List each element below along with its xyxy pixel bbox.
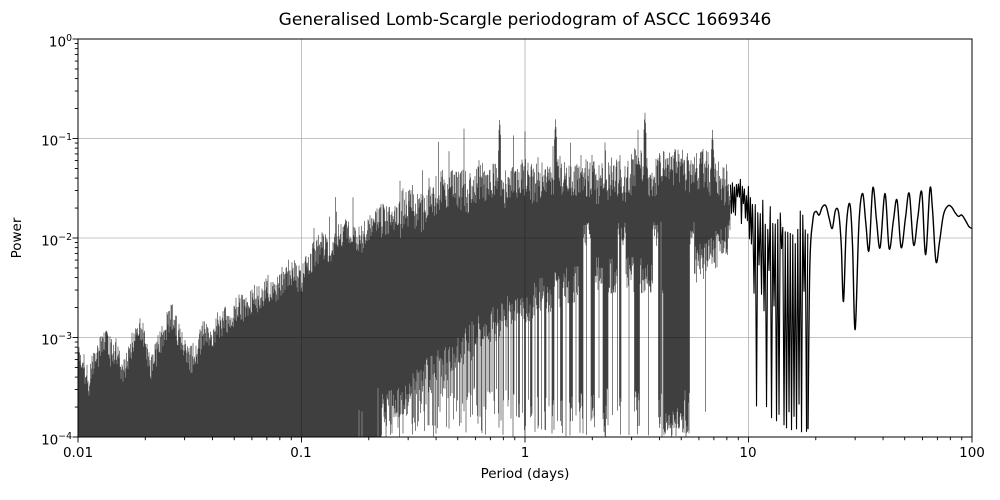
plot-title: Generalised Lomb-Scargle periodogram of … <box>278 10 772 30</box>
x-tick-label-100: 100 <box>959 445 985 461</box>
x-tick-label-0.01: 0.01 <box>62 445 94 461</box>
y-tick-label-1e-2: 10−2 <box>41 232 72 250</box>
y-tick-label-1e-1: 10−1 <box>41 132 72 150</box>
x-tick-label-10: 10 <box>739 445 757 461</box>
x-tick-label-1: 1 <box>520 445 530 461</box>
y-tick-label-1e-3: 10−3 <box>41 331 72 349</box>
y-tick-label-1e0: 100 <box>48 33 72 51</box>
x-axis-label: Period (days) <box>480 466 570 482</box>
x-tick-label-0.1: 0.1 <box>290 445 312 461</box>
y-tick-label-1e-4: 10−4 <box>41 431 72 449</box>
